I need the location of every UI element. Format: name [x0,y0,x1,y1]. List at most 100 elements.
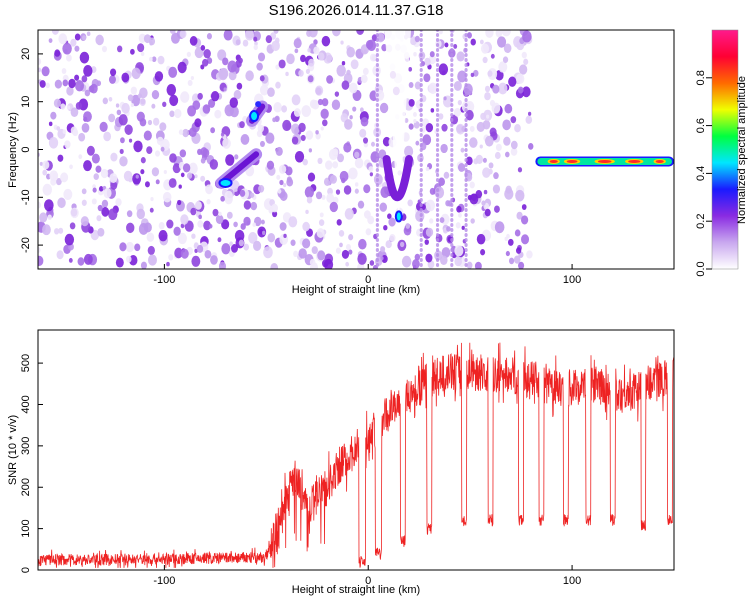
striped-dot [464,138,468,142]
noise-blob [177,232,187,245]
striped-dot [435,248,440,252]
noise-blob [256,130,263,138]
striped-dot [375,148,380,152]
striped-dot [435,133,440,137]
noise-blob [191,233,196,239]
noise-blob [210,90,220,102]
noise-blob [336,64,346,77]
striped-dot [450,58,454,62]
noise-blob [371,141,375,147]
noise-blob [151,167,160,177]
noise-blob [86,145,95,156]
striped-dot [435,148,440,152]
striped-dot [464,143,468,147]
noise-blob [367,215,375,225]
striped-dot [435,208,440,212]
noise-blob [83,111,92,123]
striped-dot [450,233,454,237]
noise-blob [42,169,48,176]
noise-blob [259,140,265,148]
noise-blob [68,78,76,89]
noise-blob [348,249,353,255]
noise-blob [504,103,513,114]
noise-blob [223,87,227,92]
noise-blob [174,108,182,119]
striped-dot [435,68,440,72]
noise-blob [115,198,122,207]
noise-blob [130,103,134,108]
noise-blob [182,128,189,138]
noise-blob [228,70,237,81]
striped-dot [435,178,440,182]
noise-blob [56,126,61,131]
noise-blob [521,204,527,210]
noise-blob [505,250,510,257]
noise-blob [341,61,346,66]
noise-blob [100,168,109,179]
noise-blob [180,248,189,259]
noise-blob [115,103,120,108]
striped-dot [464,173,468,177]
noise-blob [479,39,484,45]
noise-blob [318,219,325,227]
noise-blob [197,220,204,228]
noise-blob [86,31,91,37]
noise-blob [319,212,324,218]
noise-blob [151,56,157,63]
striped-dot [375,113,380,117]
noise-blob [508,76,517,87]
noise-blob [293,38,302,49]
striped-dot [375,93,380,97]
noise-blob [505,151,510,158]
noise-blob [243,243,250,251]
noise-blob [320,108,329,120]
colorbar-label: Normalized spectral amplitude [736,76,748,224]
striped-dot [450,33,454,37]
rising-track-peak [218,177,233,188]
noise-blob [126,222,135,234]
noise-blob [140,51,145,57]
striped-dot [419,33,423,37]
noise-blob [405,222,411,229]
striped-dot [419,258,423,262]
noise-blob [253,44,258,51]
striped-dot [419,243,423,247]
striped-dot [419,198,423,202]
noise-blob [321,194,326,200]
noise-blob [498,61,508,73]
noise-blob [39,161,43,166]
noise-blob [178,129,184,135]
noise-blob [81,188,87,195]
noise-blob [271,40,280,52]
noise-band [263,30,371,269]
snr-panel: -100 0 100 0 100 200 300 400 500 Height of strai… [7,329,675,596]
noise-blob [275,37,280,44]
noise-blob [258,184,265,193]
noise-blob [225,154,235,166]
noise-blob [256,62,263,71]
striped-dot [419,148,423,152]
noise-blob [48,121,53,127]
striped-dot [464,48,468,52]
noise-blob [309,258,316,266]
noise-blob [425,199,436,212]
noise-blob [469,193,479,205]
noise-blob [304,186,314,198]
noise-blob [429,51,435,58]
noise-blob [306,196,313,204]
noise-blob [275,146,283,156]
noise-blob [360,116,369,127]
noise-blob [308,30,318,38]
noise-blob [311,246,318,254]
noise-blob [57,154,64,162]
striped-dot [435,218,440,222]
noise-blob [428,82,438,94]
striped-dot [450,168,454,172]
noise-blob [526,250,533,259]
striped-dot [464,68,468,72]
noise-blob [413,118,417,124]
noise-blob [110,181,118,190]
noise-blob [84,89,91,97]
noise-blob [480,112,487,121]
noise-blob [168,254,174,261]
